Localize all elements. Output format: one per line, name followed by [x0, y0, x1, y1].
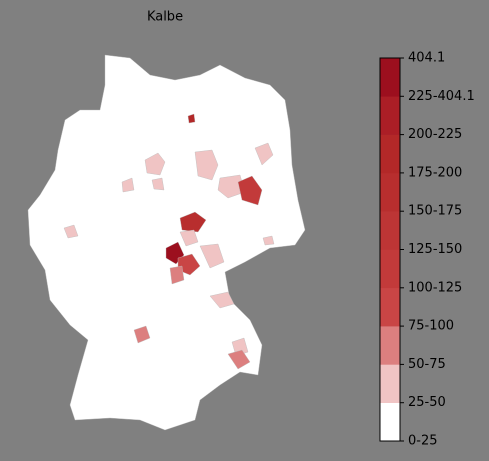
colorbar-label: 404.1 [408, 51, 445, 66]
region [262, 235, 275, 246]
colorbar-segment [380, 364, 400, 403]
germany-map [27, 54, 306, 431]
region [254, 142, 274, 166]
colorbar-label: 0-25 [408, 434, 438, 449]
region [63, 224, 79, 239]
colorbar-segment [380, 172, 400, 212]
region [179, 211, 207, 233]
colorbar-label: 150-175 [408, 204, 462, 219]
colorbar-segment [380, 326, 400, 365]
region [133, 325, 151, 344]
region [217, 174, 246, 199]
colorbar: 0-25 25-50 50-75 75-100 100-125 125-150 150-17… [379, 51, 475, 449]
colorbar-label: 100-125 [408, 280, 462, 295]
colorbar-segment [380, 134, 400, 174]
colorbar-segment [380, 249, 400, 289]
region [194, 149, 219, 181]
colorbar-label: 225-404.1 [408, 89, 475, 104]
colorbar-label: 175-200 [408, 165, 462, 180]
colorbar-label: 50-75 [408, 357, 446, 372]
colorbar-label: 200-225 [408, 127, 462, 142]
region [209, 291, 235, 309]
colorbar-label: 25-50 [408, 395, 446, 410]
colorbar-segment [380, 211, 400, 250]
colorbar-label: 125-150 [408, 242, 462, 257]
map-title: Kalbe [147, 10, 183, 25]
region [199, 243, 225, 269]
colorbar-segment [380, 287, 400, 327]
region [179, 229, 199, 247]
region [144, 152, 166, 176]
region [227, 349, 251, 370]
colorbar-segment [380, 96, 400, 135]
country-outline [27, 54, 306, 431]
colorbar-segment [380, 402, 400, 442]
colorbar-segment [380, 58, 400, 97]
region [187, 113, 196, 124]
region [151, 177, 165, 191]
colorbar-label: 75-100 [408, 319, 454, 334]
region [121, 177, 135, 193]
region [169, 265, 185, 285]
region [237, 175, 263, 206]
region [231, 337, 249, 357]
